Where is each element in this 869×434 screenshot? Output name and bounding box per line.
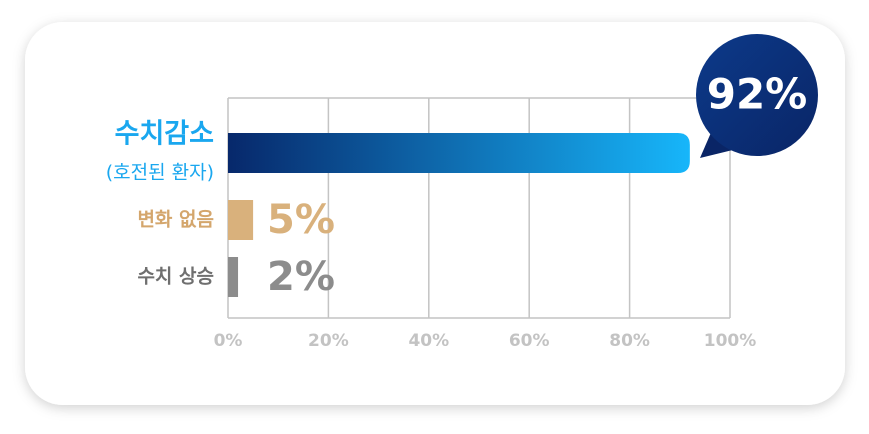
x-tick-label: 80% bbox=[609, 331, 650, 351]
value-label: 92% bbox=[707, 70, 808, 119]
bar bbox=[228, 133, 690, 173]
x-tick-label: 0% bbox=[214, 331, 243, 351]
x-tick-label: 100% bbox=[704, 331, 757, 351]
category-sublabel: (호전된 환자) bbox=[106, 162, 214, 184]
category-label: 수치 상승 bbox=[137, 266, 214, 288]
value-label: 5% bbox=[267, 197, 335, 243]
callout-bubble bbox=[696, 34, 818, 156]
bar bbox=[228, 200, 254, 240]
category-label: 변화 없음 bbox=[137, 209, 214, 231]
x-tick-label: 20% bbox=[308, 331, 349, 351]
bar bbox=[228, 257, 239, 297]
value-label: 2% bbox=[267, 254, 335, 300]
x-tick-label: 60% bbox=[509, 331, 550, 351]
x-tick-label: 40% bbox=[408, 331, 449, 351]
card bbox=[25, 22, 845, 405]
category-label: 수치감소 bbox=[115, 119, 214, 150]
